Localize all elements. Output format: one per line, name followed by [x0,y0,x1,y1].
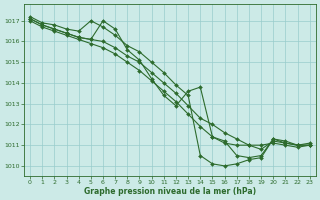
X-axis label: Graphe pression niveau de la mer (hPa): Graphe pression niveau de la mer (hPa) [84,187,256,196]
